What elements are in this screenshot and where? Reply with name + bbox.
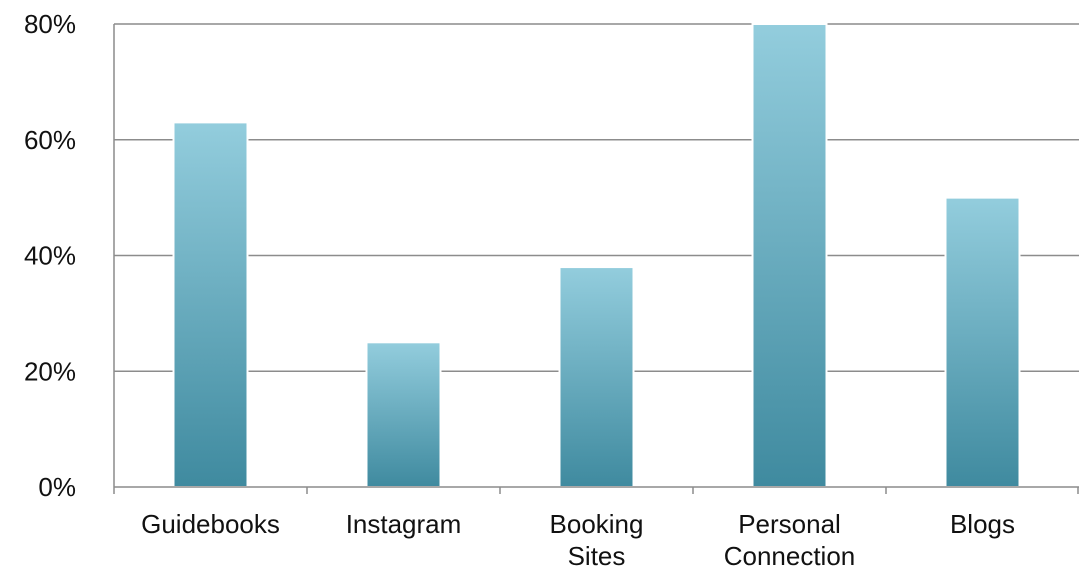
x-category-label: Guidebooks — [141, 509, 280, 539]
x-category-label: Personal Connection — [724, 509, 856, 571]
bars — [172, 23, 1021, 489]
y-axis-tick-labels: 0% 20% 40% 60% 80% — [24, 9, 76, 502]
y-tick-label: 20% — [24, 356, 76, 386]
bar — [751, 23, 828, 488]
bar — [172, 121, 249, 488]
x-axis — [113, 24, 1079, 494]
y-tick-label: 40% — [24, 241, 76, 271]
y-tick-label: 0% — [38, 472, 76, 502]
x-category-label: Instagram — [346, 509, 462, 539]
x-axis-category-labels: Guidebooks Instagram Booking Sites Personal C… — [141, 509, 1015, 571]
y-tick-label: 60% — [24, 125, 76, 155]
x-category-label: Booking Sites — [550, 509, 644, 571]
bar — [558, 266, 635, 489]
y-tick-label: 80% — [24, 9, 76, 39]
bar — [944, 196, 1021, 488]
bar — [365, 341, 442, 488]
x-category-label: Blogs — [950, 509, 1015, 539]
